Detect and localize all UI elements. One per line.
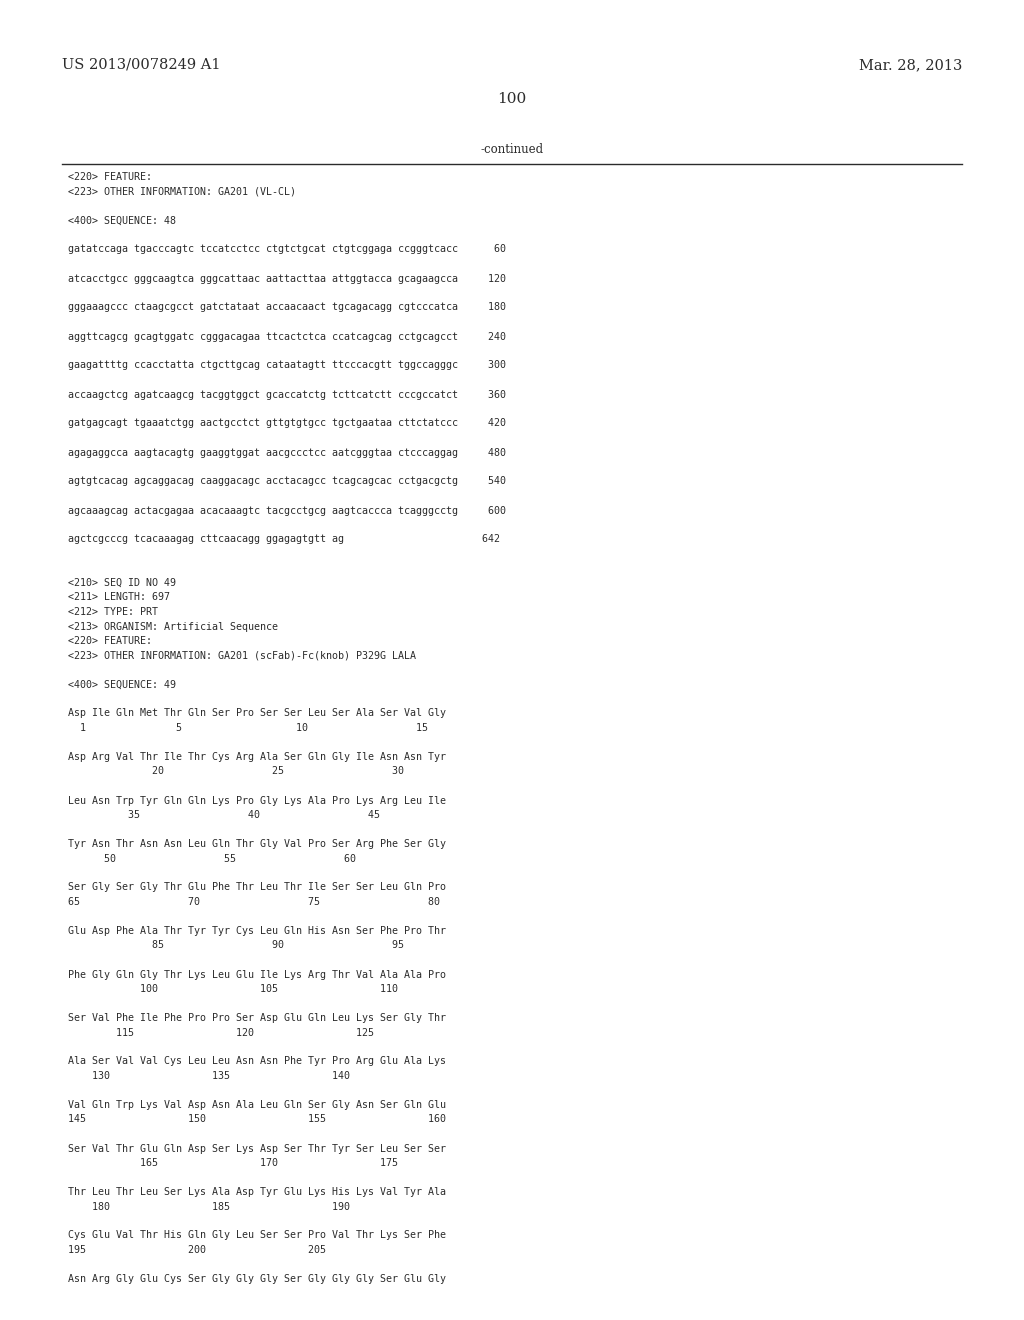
Text: agcaaagcag actacgagaa acacaaagtc tacgcctgcg aagtcaccca tcagggcctg     600: agcaaagcag actacgagaa acacaaagtc tacgcct… <box>68 506 506 516</box>
Text: Thr Leu Thr Leu Ser Lys Ala Asp Tyr Glu Lys His Lys Val Tyr Ala: Thr Leu Thr Leu Ser Lys Ala Asp Tyr Glu … <box>68 1187 446 1197</box>
Text: <400> SEQUENCE: 48: <400> SEQUENCE: 48 <box>68 215 176 226</box>
Text: Asn Arg Gly Glu Cys Ser Gly Gly Gly Ser Gly Gly Gly Ser Glu Gly: Asn Arg Gly Glu Cys Ser Gly Gly Gly Ser … <box>68 1274 446 1284</box>
Text: 85                  90                  95: 85 90 95 <box>68 940 404 950</box>
Text: US 2013/0078249 A1: US 2013/0078249 A1 <box>62 58 220 73</box>
Text: -continued: -continued <box>480 143 544 156</box>
Text: gaagattttg ccacctatta ctgcttgcag cataatagtt ttcccacgtt tggccagggc     300: gaagattttg ccacctatta ctgcttgcag cataata… <box>68 360 506 371</box>
Text: 20                  25                  30: 20 25 30 <box>68 767 404 776</box>
Text: Asp Ile Gln Met Thr Gln Ser Pro Ser Ser Leu Ser Ala Ser Val Gly: Asp Ile Gln Met Thr Gln Ser Pro Ser Ser … <box>68 709 446 718</box>
Text: 100                 105                 110: 100 105 110 <box>68 983 398 994</box>
Text: Tyr Asn Thr Asn Asn Leu Gln Thr Gly Val Pro Ser Arg Phe Ser Gly: Tyr Asn Thr Asn Asn Leu Gln Thr Gly Val … <box>68 840 446 849</box>
Text: Leu Asn Trp Tyr Gln Gln Lys Pro Gly Lys Ala Pro Lys Arg Leu Ile: Leu Asn Trp Tyr Gln Gln Lys Pro Gly Lys … <box>68 796 446 805</box>
Text: gatgagcagt tgaaatctgg aactgcctct gttgtgtgcc tgctgaataa cttctatccc     420: gatgagcagt tgaaatctgg aactgcctct gttgtgt… <box>68 418 506 429</box>
Text: Ser Val Phe Ile Phe Pro Pro Ser Asp Glu Gln Leu Lys Ser Gly Thr: Ser Val Phe Ile Phe Pro Pro Ser Asp Glu … <box>68 1012 446 1023</box>
Text: aggttcagcg gcagtggatc cgggacagaa ttcactctca ccatcagcag cctgcagcct     240: aggttcagcg gcagtggatc cgggacagaa ttcactc… <box>68 331 506 342</box>
Text: 145                 150                 155                 160: 145 150 155 160 <box>68 1114 446 1125</box>
Text: Asp Arg Val Thr Ile Thr Cys Arg Ala Ser Gln Gly Ile Asn Asn Tyr: Asp Arg Val Thr Ile Thr Cys Arg Ala Ser … <box>68 752 446 762</box>
Text: Ser Val Thr Glu Gln Asp Ser Lys Asp Ser Thr Tyr Ser Leu Ser Ser: Ser Val Thr Glu Gln Asp Ser Lys Asp Ser … <box>68 1143 446 1154</box>
Text: 65                  70                  75                  80: 65 70 75 80 <box>68 898 440 907</box>
Text: atcacctgcc gggcaagtca gggcattaac aattacttaa attggtacca gcagaagcca     120: atcacctgcc gggcaagtca gggcattaac aattact… <box>68 273 506 284</box>
Text: <220> FEATURE:: <220> FEATURE: <box>68 636 152 645</box>
Text: <210> SEQ ID NO 49: <210> SEQ ID NO 49 <box>68 578 176 587</box>
Text: 1               5                   10                  15: 1 5 10 15 <box>68 723 428 733</box>
Text: 100: 100 <box>498 92 526 106</box>
Text: 115                 120                 125: 115 120 125 <box>68 1027 374 1038</box>
Text: 195                 200                 205: 195 200 205 <box>68 1245 326 1255</box>
Text: Mar. 28, 2013: Mar. 28, 2013 <box>859 58 962 73</box>
Text: Ser Gly Ser Gly Thr Glu Phe Thr Leu Thr Ile Ser Ser Leu Gln Pro: Ser Gly Ser Gly Thr Glu Phe Thr Leu Thr … <box>68 883 446 892</box>
Text: Val Gln Trp Lys Val Asp Asn Ala Leu Gln Ser Gly Asn Ser Gln Glu: Val Gln Trp Lys Val Asp Asn Ala Leu Gln … <box>68 1100 446 1110</box>
Text: Cys Glu Val Thr His Gln Gly Leu Ser Ser Pro Val Thr Lys Ser Phe: Cys Glu Val Thr His Gln Gly Leu Ser Ser … <box>68 1230 446 1241</box>
Text: <213> ORGANISM: Artificial Sequence: <213> ORGANISM: Artificial Sequence <box>68 622 278 631</box>
Text: 35                  40                  45: 35 40 45 <box>68 810 380 820</box>
Text: <212> TYPE: PRT: <212> TYPE: PRT <box>68 607 158 616</box>
Text: Phe Gly Gln Gly Thr Lys Leu Glu Ile Lys Arg Thr Val Ala Ala Pro: Phe Gly Gln Gly Thr Lys Leu Glu Ile Lys … <box>68 969 446 979</box>
Text: 50                  55                  60: 50 55 60 <box>68 854 356 863</box>
Text: gggaaagccc ctaagcgcct gatctataat accaacaact tgcagacagg cgtcccatca     180: gggaaagccc ctaagcgcct gatctataat accaaca… <box>68 302 506 313</box>
Text: Ala Ser Val Val Cys Leu Leu Asn Asn Phe Tyr Pro Arg Glu Ala Lys: Ala Ser Val Val Cys Leu Leu Asn Asn Phe … <box>68 1056 446 1067</box>
Text: <223> OTHER INFORMATION: GA201 (VL-CL): <223> OTHER INFORMATION: GA201 (VL-CL) <box>68 186 296 197</box>
Text: 165                 170                 175: 165 170 175 <box>68 1158 398 1168</box>
Text: Glu Asp Phe Ala Thr Tyr Tyr Cys Leu Gln His Asn Ser Phe Pro Thr: Glu Asp Phe Ala Thr Tyr Tyr Cys Leu Gln … <box>68 927 446 936</box>
Text: <223> OTHER INFORMATION: GA201 (scFab)-Fc(knob) P329G LALA: <223> OTHER INFORMATION: GA201 (scFab)-F… <box>68 651 416 660</box>
Text: <400> SEQUENCE: 49: <400> SEQUENCE: 49 <box>68 680 176 689</box>
Text: 130                 135                 140: 130 135 140 <box>68 1071 350 1081</box>
Text: 180                 185                 190: 180 185 190 <box>68 1201 350 1212</box>
Text: <211> LENGTH: 697: <211> LENGTH: 697 <box>68 593 170 602</box>
Text: gatatccaga tgacccagtc tccatcctcc ctgtctgcat ctgtcggaga ccgggtcacc      60: gatatccaga tgacccagtc tccatcctcc ctgtctg… <box>68 244 506 255</box>
Text: <220> FEATURE:: <220> FEATURE: <box>68 172 152 182</box>
Text: accaagctcg agatcaagcg tacggtggct gcaccatctg tcttcatctt cccgccatct     360: accaagctcg agatcaagcg tacggtggct gcaccat… <box>68 389 506 400</box>
Text: agagaggcca aagtacagtg gaaggtggat aacgccctcc aatcgggtaa ctcccaggag     480: agagaggcca aagtacagtg gaaggtggat aacgccc… <box>68 447 506 458</box>
Text: agctcgcccg tcacaaagag cttcaacagg ggagagtgtt ag                       642: agctcgcccg tcacaaagag cttcaacagg ggagagt… <box>68 535 500 544</box>
Text: agtgtcacag agcaggacag caaggacagc acctacagcc tcagcagcac cctgacgctg     540: agtgtcacag agcaggacag caaggacagc acctaca… <box>68 477 506 487</box>
